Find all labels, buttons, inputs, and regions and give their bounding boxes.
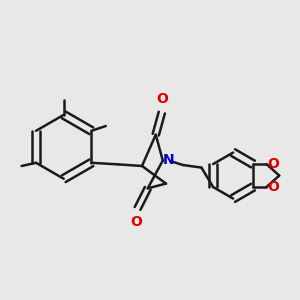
Text: O: O xyxy=(268,157,279,171)
Text: O: O xyxy=(130,215,142,229)
Text: O: O xyxy=(157,92,168,106)
Text: O: O xyxy=(268,180,279,194)
Text: N: N xyxy=(163,153,174,166)
